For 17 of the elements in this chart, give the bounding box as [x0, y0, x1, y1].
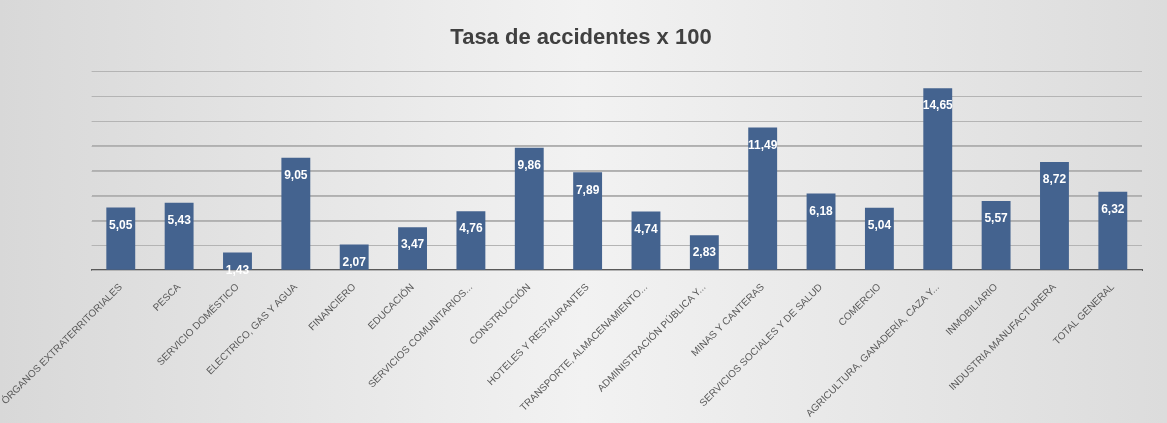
data-label: 5,57 [984, 211, 1009, 226]
data-label: 6,18 [809, 203, 834, 218]
data-label: 6,32 [1101, 202, 1125, 217]
chart-title: Tasa de accidentes x 100 [450, 24, 712, 50]
data-label: 5,05 [109, 217, 133, 232]
data-label: 5,04 [867, 217, 892, 232]
data-label: 3,47 [400, 237, 425, 252]
data-label: 5,43 [167, 213, 192, 228]
data-label: 8,72 [1042, 172, 1067, 187]
data-label: 4,76 [459, 221, 483, 236]
data-label: 9,86 [517, 158, 542, 173]
data-label: 7,89 [575, 182, 600, 197]
data-label: 2,83 [692, 245, 717, 260]
data-label: 9,05 [284, 168, 308, 183]
data-label: 4,74 [634, 221, 658, 236]
data-label: 11,49 [748, 137, 778, 152]
data-label: 2,07 [342, 254, 367, 269]
